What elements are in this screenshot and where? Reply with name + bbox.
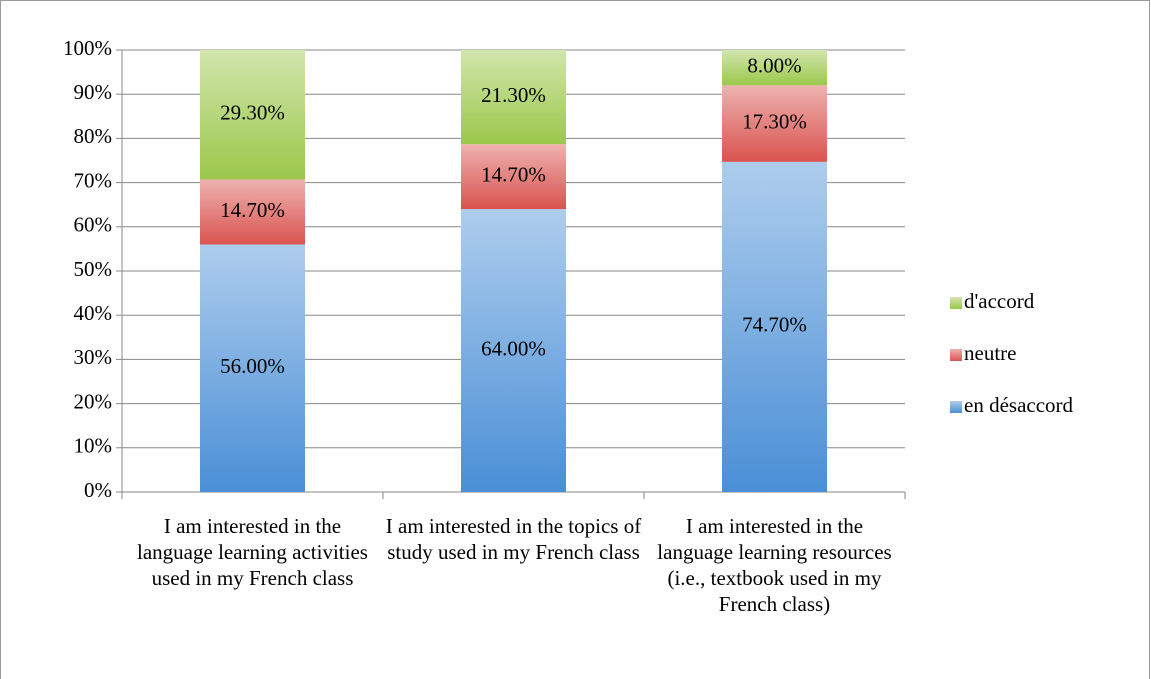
bar-segment [722,85,827,162]
legend-label: neutre [964,341,1016,365]
data-label: 17.30% [742,109,807,133]
y-tick-label: 50% [74,257,113,281]
bar-segment [461,209,566,492]
bar-segment [722,50,827,86]
y-tick-label: 80% [74,124,113,148]
y-tick-label: 70% [74,168,113,192]
data-label: 64.00% [481,336,546,360]
legend-swatch [950,297,962,309]
x-tick-label: I am interested in the language learning… [137,514,368,590]
data-label: 56.00% [220,354,285,378]
data-label: 29.30% [220,101,285,125]
data-label: 74.70% [742,313,807,337]
data-label: 14.70% [481,162,546,186]
y-tick-label: 40% [74,301,113,325]
y-tick-label: 20% [74,389,113,413]
bar-segment [461,50,566,145]
bar-segment [461,144,566,210]
x-tick-label: I am interested in the topics of study u… [385,514,642,564]
y-tick-label: 100% [63,36,112,60]
bar-segment [200,244,305,492]
data-label: 21.30% [481,83,546,107]
legend-swatch [950,349,962,361]
legend-swatch [950,401,962,413]
y-tick-label: 0% [84,478,112,502]
bar-segment [200,50,305,180]
x-tick-label: I am interested in the language learning… [657,514,892,616]
data-label: 14.70% [220,198,285,222]
bar-segment [200,179,305,245]
y-tick-label: 30% [74,345,113,369]
bar-segment [722,161,827,493]
data-label: 8.00% [747,53,801,77]
y-tick-label: 60% [74,213,113,237]
legend-label: en désaccord [964,393,1074,417]
y-tick-label: 10% [74,434,113,458]
legend-label: d'accord [964,289,1035,313]
y-tick-label: 90% [74,80,113,104]
